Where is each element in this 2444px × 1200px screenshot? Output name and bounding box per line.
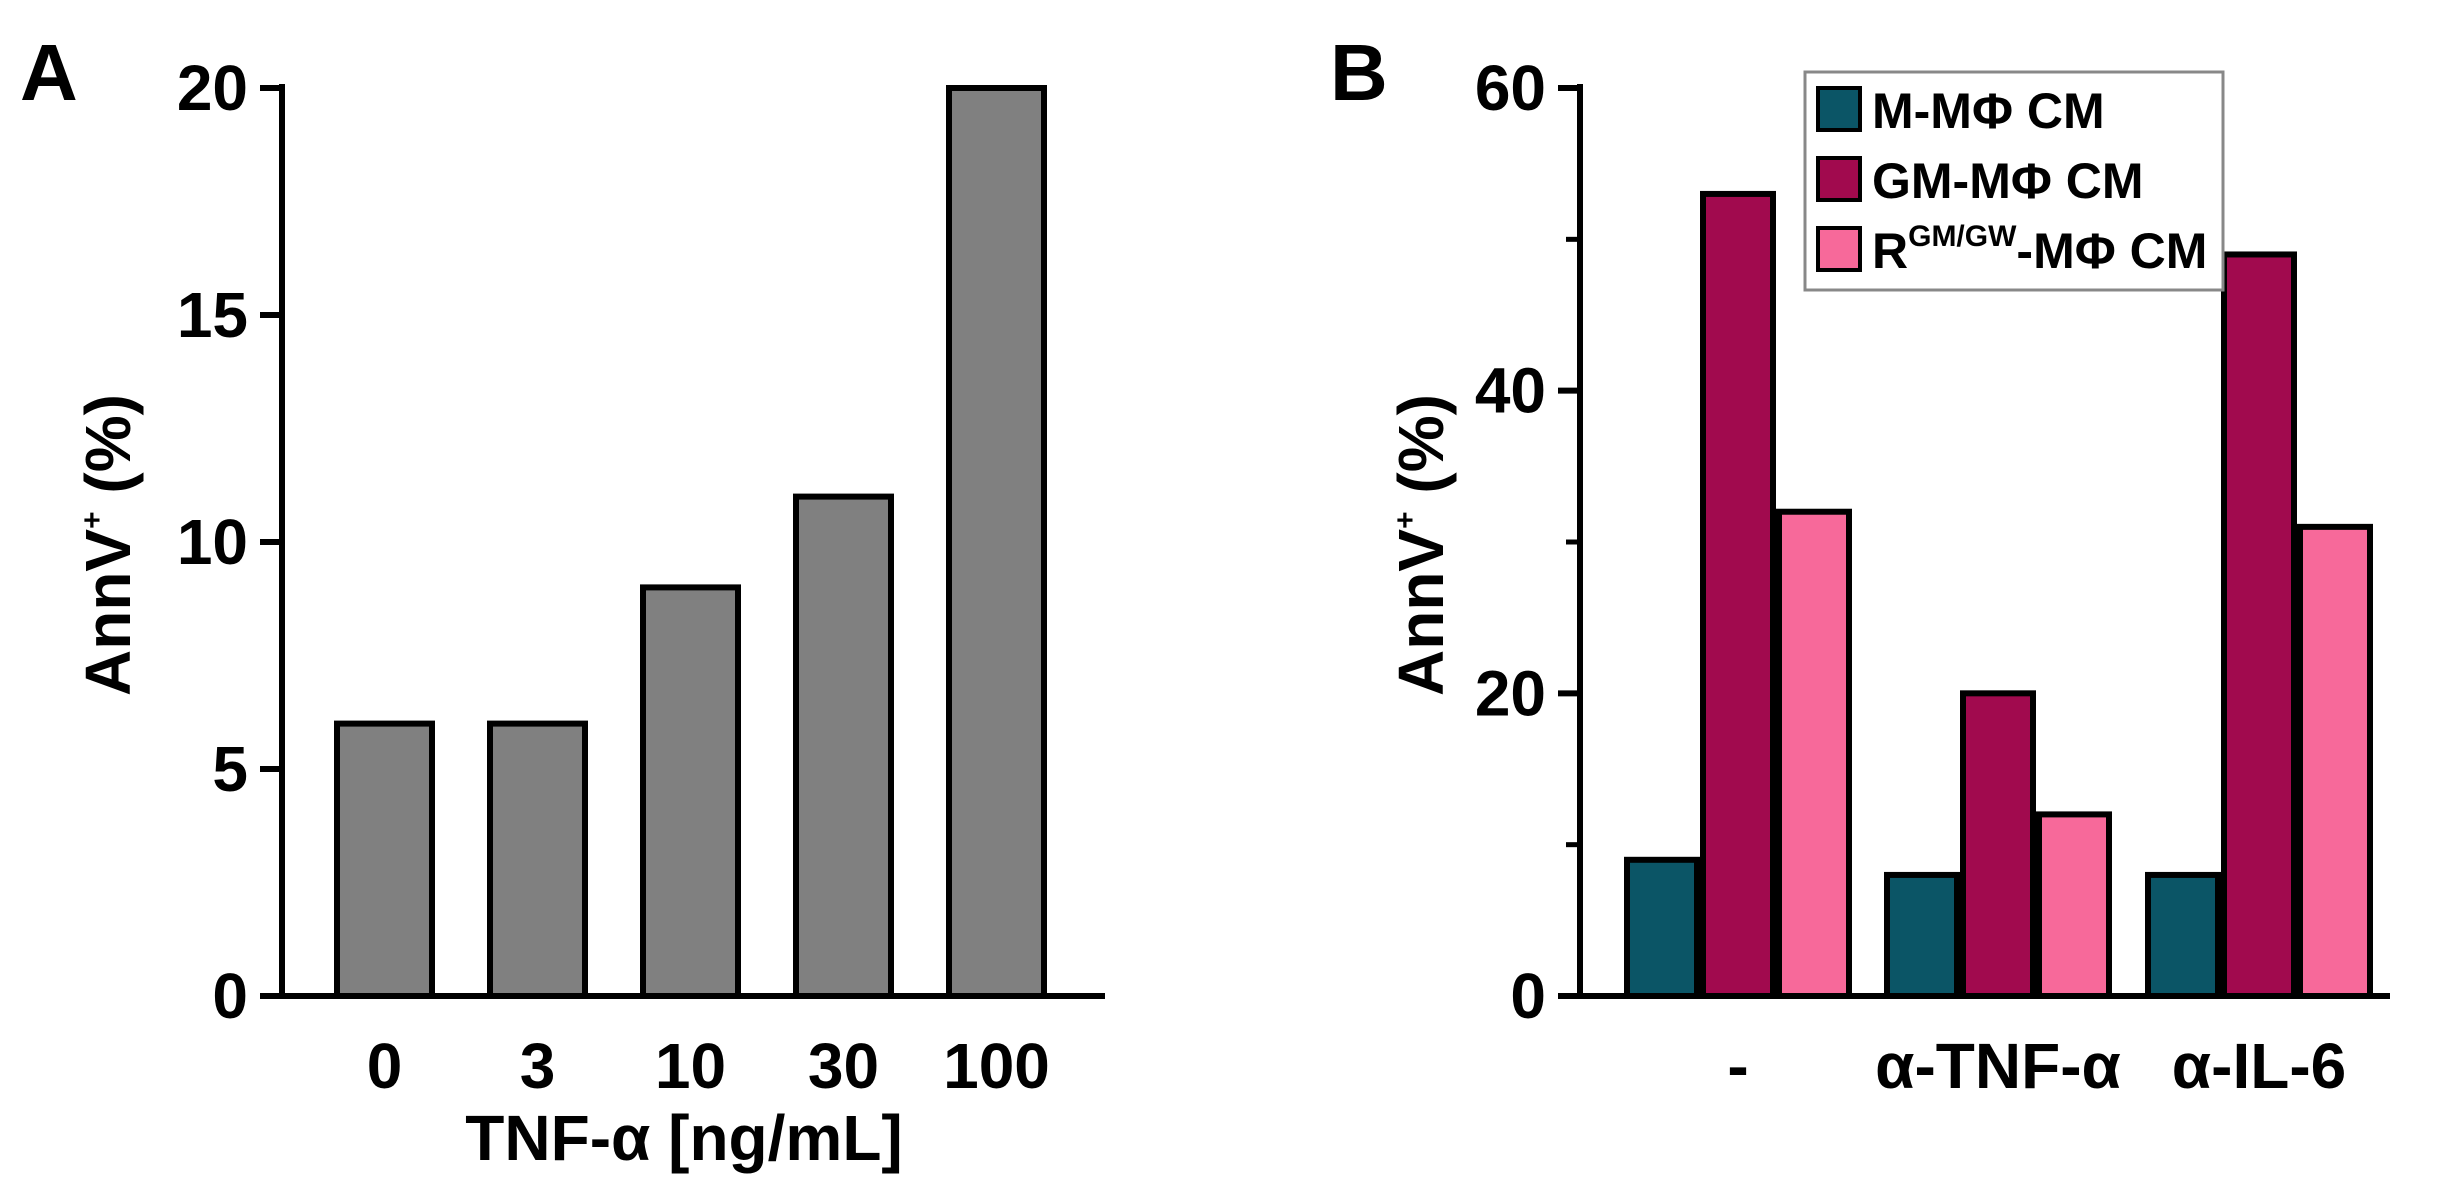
panel-b-y-tick-labels: 0 20 40 60 <box>1475 52 1546 1032</box>
panel-a-x-tick-label: 100 <box>943 1030 1050 1102</box>
panel-b-x-tick-label: - <box>1727 1030 1748 1102</box>
panel-a-y-tick-label: 0 <box>212 960 248 1032</box>
panel-b-bar-g1-s0 <box>1884 871 1960 1000</box>
panel-b-y-tick-label: 40 <box>1475 355 1546 427</box>
panel-a-x-tick-label: 0 <box>367 1030 403 1102</box>
panel-a-bar-30 <box>793 493 894 999</box>
panel-b-y-tick-label: 60 <box>1475 52 1546 124</box>
panel-a-x-tick-label: 3 <box>520 1030 556 1102</box>
panel-b-y-tick-label: 20 <box>1475 657 1546 729</box>
panel-b-x-tick-labels: - α-TNF-α α-IL-6 <box>1727 1030 2346 1102</box>
legend-swatch-gm-mphi <box>1816 156 1862 202</box>
panel-a-y-tick-labels: 0 5 10 15 20 <box>177 52 248 1032</box>
panel-b-bar-g2-s1 <box>2221 251 2297 999</box>
panel-a-bar-100 <box>946 85 1047 999</box>
panel-b-bar-g1-s2 <box>2036 811 2112 1000</box>
panel-b-bar-g2-s2 <box>2297 523 2373 999</box>
panel-a-y-tick-label: 15 <box>177 279 248 351</box>
legend-label-gm-mphi: GM-MΦ CM <box>1872 153 2144 209</box>
panel-a-y-axis-title: AnnV+ (%) <box>72 394 144 696</box>
panel-b-y-axis-title: AnnV+ (%) <box>1385 394 1457 696</box>
panel-b-bar-g0-s2 <box>1776 508 1852 999</box>
panel-a-letter: A <box>20 28 78 117</box>
panel-b-letter: B <box>1330 28 1388 117</box>
panel-b-x-tick-label: α-IL-6 <box>2172 1030 2346 1102</box>
legend-label-r-gm-gw-mphi: RGM/GW-MΦ CM <box>1872 220 2207 279</box>
legend-swatch-r-gm-gw-mphi <box>1816 226 1862 272</box>
panel-b-bar-g0-s1 <box>1700 190 1776 999</box>
panel-b-bar-g2-s0 <box>2145 871 2221 1000</box>
panel-a-y-tick-label: 5 <box>212 733 248 805</box>
panel-b-grouped-bar-chart: B - α-TNF-α α-IL-6 0 20 40 60 AnnV+ (%) M-MΦ … <box>1330 28 2390 1102</box>
panel-b-y-tick-label: 0 <box>1510 960 1546 1032</box>
legend-swatch-m-mphi <box>1816 86 1862 132</box>
panel-a-bar-0 <box>334 720 435 999</box>
panel-a-bar-10 <box>640 584 741 1000</box>
panel-b-bar-g0-s0 <box>1624 856 1700 999</box>
panel-a-bar-3 <box>487 720 588 999</box>
panel-a-y-tick-label: 10 <box>177 506 248 578</box>
panel-a-y-tick-label: 20 <box>177 52 248 124</box>
panel-b-x-tick-label: α-TNF-α <box>1875 1030 2121 1102</box>
panel-b-legend: M-MΦ CM GM-MΦ CM RGM/GW-MΦ CM <box>1803 70 2225 292</box>
panel-a-bars <box>334 85 1047 1000</box>
panel-b-bar-g1-s1 <box>1960 690 2036 999</box>
panel-a-x-tick-label: 30 <box>808 1030 879 1102</box>
panel-a-x-axis-title: TNF-α [ng/mL] <box>465 1102 902 1174</box>
panel-a-bar-chart: A 0 3 10 30 100 0 5 10 15 20 TNF-α [ng/mL] AnnV+… <box>20 28 1105 1174</box>
panel-a-x-tick-labels: 0 3 10 30 100 <box>367 1030 1050 1102</box>
legend-label-m-mphi: M-MΦ CM <box>1872 83 2105 139</box>
panel-a-x-tick-label: 10 <box>655 1030 726 1102</box>
panel-b-bars <box>1624 190 2373 1000</box>
legend-frame <box>1803 70 2225 292</box>
